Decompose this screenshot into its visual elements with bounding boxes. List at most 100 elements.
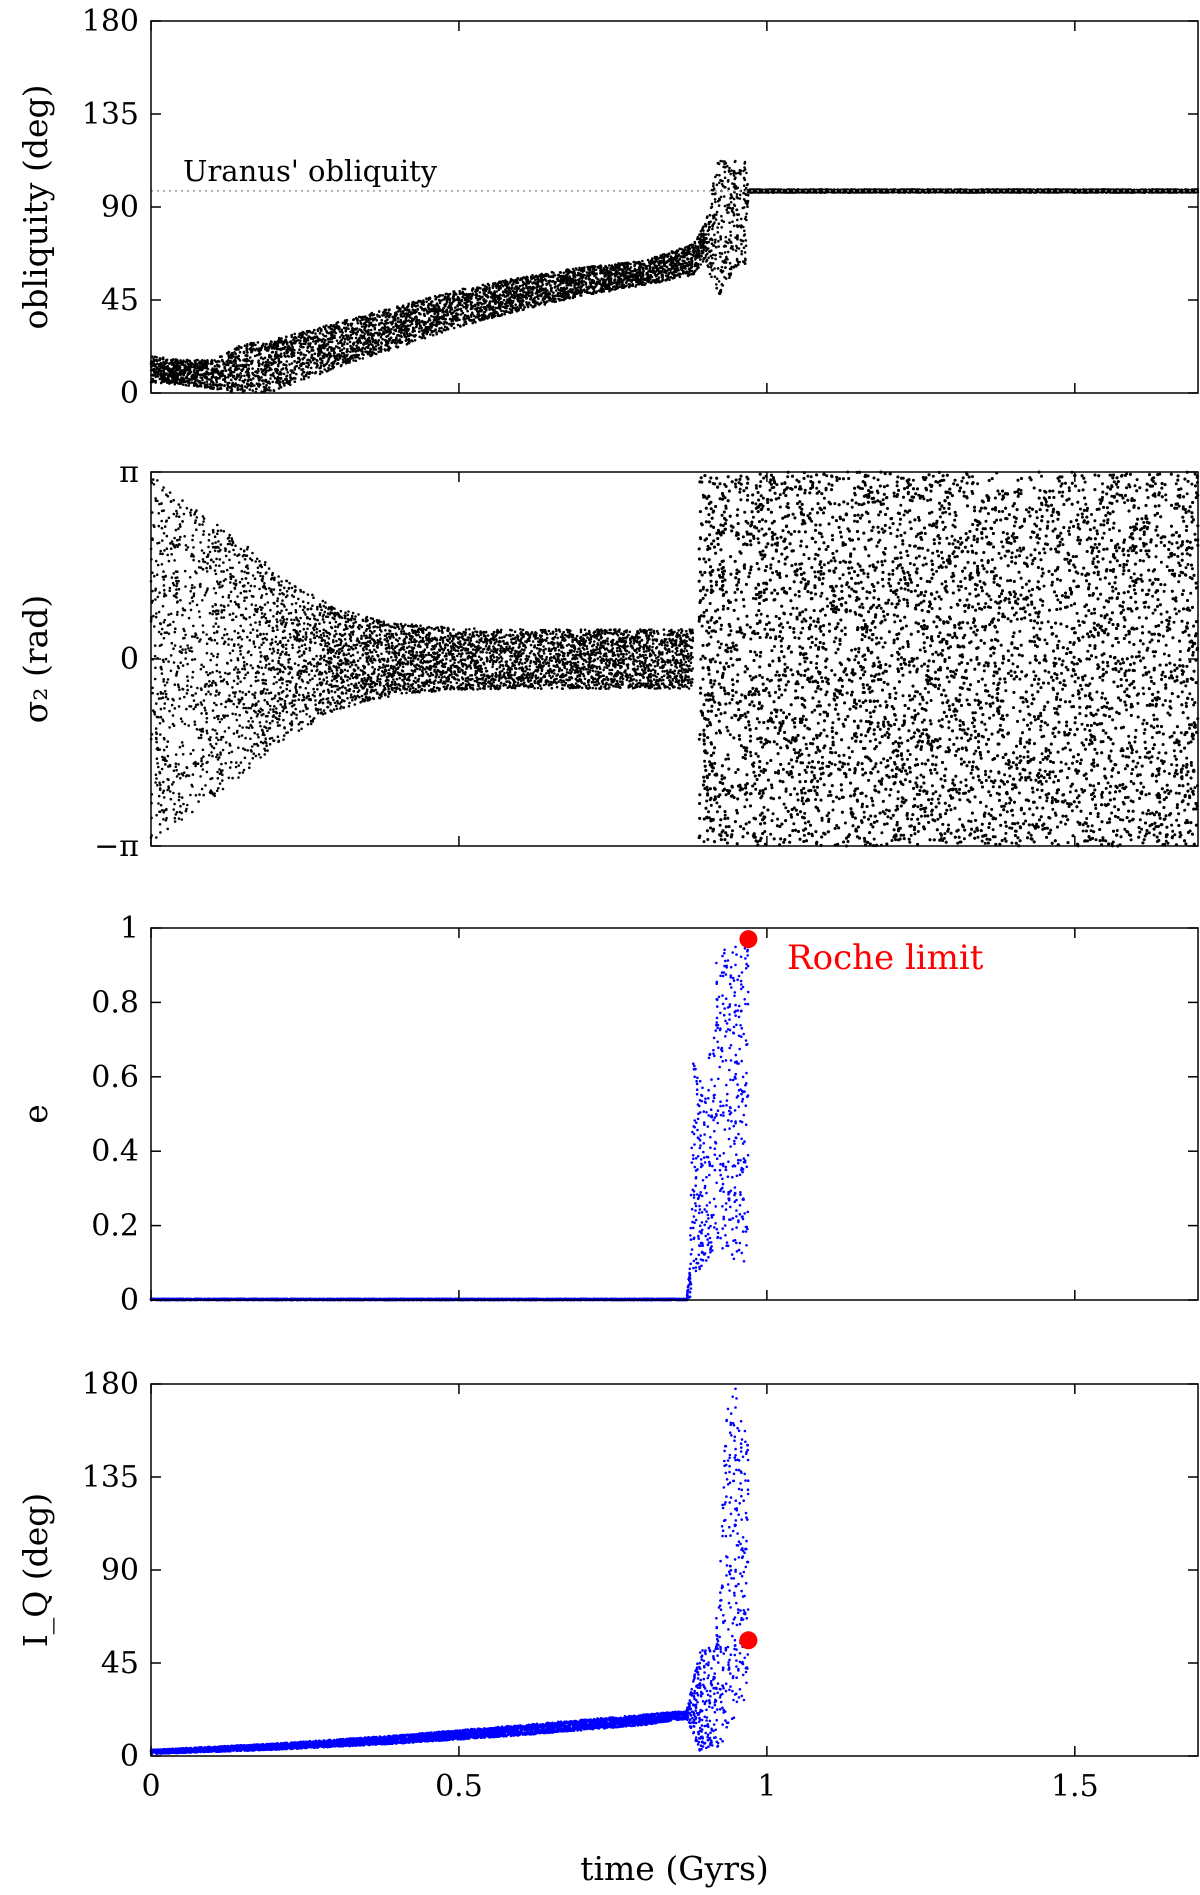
data-point: [283, 351, 286, 355]
data-point: [425, 300, 428, 304]
data-point: [629, 266, 633, 269]
data-point: [213, 365, 217, 368]
data-point: [710, 268, 714, 272]
data-point: [441, 294, 445, 297]
data-point: [478, 291, 482, 294]
data-point: [309, 366, 313, 370]
data-point: [222, 361, 226, 365]
data-point: [354, 336, 358, 340]
data-point: [230, 378, 233, 382]
data-point: [184, 361, 187, 364]
data-point: [184, 383, 188, 387]
data-point: [266, 358, 270, 362]
data-point: [223, 384, 226, 388]
data-point: [342, 343, 346, 346]
data-point: [694, 262, 697, 265]
data-point: [256, 341, 260, 344]
data-point: [199, 376, 202, 379]
data-point: [469, 315, 473, 318]
data-point: [714, 218, 718, 221]
data-point: [712, 187, 716, 190]
data-point: [465, 322, 468, 326]
data-point: [293, 332, 297, 336]
data-point: [392, 326, 395, 329]
obliquity-points: [149, 159, 1200, 394]
data-point: [740, 250, 743, 253]
data-point: [702, 225, 705, 228]
data-point: [510, 286, 514, 289]
data-point: [731, 220, 734, 223]
data-point: [190, 381, 194, 384]
data-point: [302, 345, 305, 349]
data-point: [262, 361, 265, 364]
data-point: [296, 351, 300, 355]
data-point: [712, 216, 715, 220]
data-point: [213, 359, 216, 362]
data-point: [743, 160, 747, 164]
data-point: [377, 333, 381, 337]
data-point: [690, 259, 693, 263]
data-point: [556, 287, 560, 290]
data-point: [341, 331, 344, 334]
data-point: [367, 321, 371, 324]
data-point: [432, 315, 436, 319]
data-point: [226, 375, 230, 379]
data-point: [709, 266, 713, 269]
data-point: [719, 159, 722, 163]
data-point: [710, 202, 714, 206]
data-point: [354, 359, 358, 363]
data-point: [644, 267, 648, 270]
data-point: [260, 356, 263, 359]
data-point: [719, 235, 722, 239]
data-point: [430, 314, 433, 318]
data-point: [228, 355, 232, 359]
data-point: [327, 366, 330, 370]
data-point: [431, 334, 435, 337]
data-point: [240, 374, 243, 378]
data-point: [556, 284, 560, 288]
data-point: [714, 175, 717, 179]
data-point: [295, 372, 298, 376]
data-point: [298, 348, 301, 352]
data-point: [293, 339, 296, 343]
data-point: [217, 360, 220, 363]
data-point: [247, 359, 251, 362]
data-point: [369, 328, 373, 332]
data-point: [271, 380, 275, 384]
data-point: [330, 328, 334, 331]
data-point: [265, 383, 268, 387]
data-point: [215, 381, 219, 384]
data-point: [355, 344, 358, 348]
data-point: [353, 356, 357, 359]
data-point: [730, 169, 733, 172]
data-point: [423, 336, 427, 340]
data-point: [154, 379, 157, 383]
data-point: [599, 271, 602, 275]
data-point: [336, 346, 340, 349]
data-point: [716, 226, 719, 229]
data-point: [710, 275, 713, 279]
data-point: [746, 205, 749, 208]
data-point: [687, 274, 690, 277]
data-point: [407, 327, 410, 331]
data-point: [326, 337, 330, 341]
data-point: [593, 274, 596, 278]
data-point: [389, 321, 392, 324]
data-point: [440, 331, 444, 334]
data-point: [716, 231, 720, 234]
data-point: [293, 380, 297, 384]
data-point: [280, 372, 283, 375]
data-point: [260, 376, 263, 379]
data-point: [351, 346, 354, 349]
data-point: [745, 171, 748, 175]
data-point: [739, 238, 743, 242]
data-point: [498, 284, 502, 288]
data-point: [434, 328, 437, 332]
data-point: [729, 172, 732, 176]
data-point: [480, 306, 483, 309]
data-point: [715, 283, 718, 286]
data-point: [246, 343, 249, 346]
data-point: [283, 354, 286, 357]
data-point: [463, 301, 466, 305]
